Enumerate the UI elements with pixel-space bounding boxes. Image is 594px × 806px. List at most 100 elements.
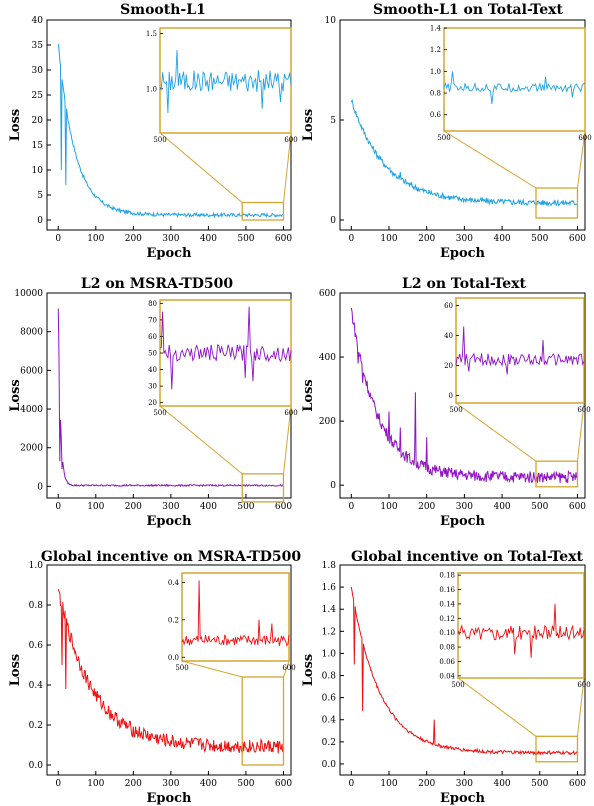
x-tick-label: 500 — [237, 234, 254, 244]
chart-title: L2 on MSRA-TD500 — [81, 276, 233, 292]
y-tick-label: 0.8 — [322, 672, 337, 682]
inset-y-tick-label: 0.0 — [168, 654, 179, 662]
inset-y-tick-label: 0.4 — [168, 579, 180, 587]
inset-series-line — [443, 71, 586, 104]
zoom-box — [535, 460, 579, 488]
y-tick-label: 1.2 — [322, 627, 336, 637]
x-axis-label: Epoch — [146, 246, 192, 261]
inset-x-tick-label: 600 — [282, 664, 295, 672]
inset-series-line — [159, 50, 292, 114]
inset-y-tick-label: 20 — [444, 362, 453, 370]
inset-y-tick-label: 0.14 — [439, 600, 455, 608]
inset-x-tick-label: 600 — [577, 406, 590, 414]
inset-y-tick-label: 0.6 — [430, 111, 442, 119]
y-tick-label: 20 — [32, 116, 44, 126]
x-tick-label: 200 — [125, 234, 142, 244]
x-tick-label: 400 — [200, 234, 217, 244]
x-tick-label: 600 — [569, 779, 586, 789]
y-axis-label: Loss — [8, 379, 23, 411]
chart-title: Smooth-L1 — [120, 2, 206, 18]
y-tick-label: 0.2 — [322, 738, 336, 748]
x-tick-label: 500 — [531, 779, 548, 789]
y-tick-label: 600 — [319, 289, 336, 299]
x-tick-label: 600 — [275, 779, 292, 789]
x-tick-label: 300 — [162, 779, 179, 789]
x-tick-label: 400 — [493, 779, 510, 789]
y-axis-label: Loss — [301, 654, 316, 686]
x-tick-label: 0 — [55, 779, 61, 789]
inset-y-tick-label: 0.10 — [439, 629, 455, 637]
inset-y-tick-label: 1.5 — [146, 30, 157, 38]
inset-y-tick-label: 80 — [148, 300, 157, 308]
inset-x-tick-label: 500 — [449, 406, 462, 414]
x-tick-label: 600 — [275, 234, 292, 244]
y-tick-label: 5 — [37, 191, 43, 201]
y-tick-label: 1.6 — [322, 583, 337, 593]
y-tick-label: 1.4 — [322, 605, 337, 615]
x-tick-label: 100 — [380, 234, 397, 244]
y-tick-label: 0 — [330, 216, 336, 226]
inset-y-tick-label: 0.8 — [430, 90, 441, 98]
inset-x-tick-label: 600 — [577, 681, 590, 689]
inset-y-tick-label: 0.18 — [439, 572, 455, 580]
inset-y-tick-label: 1.4 — [430, 25, 442, 33]
x-tick-label: 500 — [531, 234, 548, 244]
inset-y-tick-label: 0 — [449, 392, 453, 400]
inset-y-tick-label: 40 — [148, 366, 157, 374]
chart-title: Smooth-L1 on Total-Text — [373, 2, 563, 18]
y-tick-label: 0.4 — [29, 681, 44, 691]
zoom-connector — [282, 132, 292, 203]
y-tick-label: 4000 — [20, 405, 43, 415]
inset-series-line — [181, 580, 290, 647]
y-tick-label: 10000 — [14, 289, 43, 299]
chart-title: L2 on Total-Text — [402, 276, 526, 292]
x-tick-label: 0 — [55, 234, 61, 244]
x-tick-label: 600 — [569, 234, 586, 244]
x-axis-label: Epoch — [146, 514, 192, 529]
inset-y-tick-label: 20 — [148, 399, 157, 407]
y-tick-label: 0.0 — [29, 761, 44, 771]
y-tick-label: 0 — [37, 216, 43, 226]
y-axis-label: Loss — [301, 379, 316, 411]
y-tick-label: 0 — [37, 482, 43, 492]
y-tick-label: 0.4 — [322, 716, 337, 726]
x-tick-label: 0 — [348, 502, 354, 512]
zoom-box — [241, 201, 285, 221]
x-axis-label: Epoch — [440, 514, 486, 529]
x-tick-label: 500 — [531, 502, 548, 512]
zoom-connector — [576, 130, 586, 189]
inset-y-tick-label: 40 — [444, 332, 453, 340]
plot-frame — [339, 292, 586, 499]
y-tick-label: 8000 — [20, 328, 43, 338]
x-tick-label: 200 — [125, 779, 142, 789]
zoom-box — [241, 473, 285, 503]
y-tick-label: 2000 — [20, 444, 43, 454]
inset-y-tick-label: 0.12 — [439, 615, 455, 623]
inset-y-tick-label: 1.2 — [430, 46, 441, 54]
inset-series-line — [457, 603, 585, 658]
zoom-connector — [283, 660, 290, 678]
y-tick-label: 10 — [32, 166, 44, 176]
y-tick-label: 400 — [319, 353, 336, 363]
series-line — [57, 588, 284, 754]
zoom-box — [535, 187, 579, 219]
zoom-connector — [455, 402, 537, 462]
zoom-connector — [159, 405, 243, 475]
series-line — [350, 98, 578, 208]
series-line — [350, 587, 578, 756]
chart-title: Global incentive on Total-Text — [351, 549, 583, 565]
x-tick-label: 0 — [348, 779, 354, 789]
inset-y-tick-label: 60 — [148, 333, 157, 341]
series-line — [57, 308, 284, 488]
inset-y-tick-label: 0.16 — [439, 586, 455, 594]
x-tick-label: 500 — [237, 502, 254, 512]
x-tick-label: 100 — [380, 502, 397, 512]
x-tick-label: 300 — [456, 502, 473, 512]
inset-y-tick-label: 0.06 — [439, 658, 455, 666]
inset-x-tick-label: 500 — [153, 136, 166, 144]
inset-frame — [181, 572, 290, 662]
y-tick-label: 0.0 — [322, 760, 337, 770]
y-tick-label: 0.6 — [29, 641, 44, 651]
y-tick-label: 1.0 — [322, 649, 337, 659]
